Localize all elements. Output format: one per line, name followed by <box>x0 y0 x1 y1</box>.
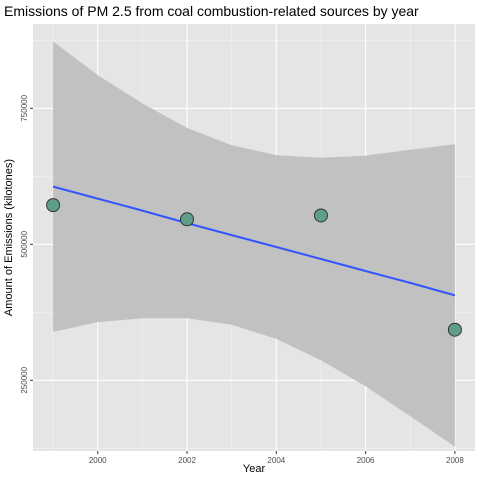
x-tick-label: 2006 <box>357 456 375 465</box>
x-tick-label: 2004 <box>267 456 285 465</box>
data-point <box>314 209 327 222</box>
y-tick-label: 750000 <box>20 94 29 121</box>
x-tick-label: 2000 <box>89 456 107 465</box>
data-point <box>47 199 60 212</box>
y-tick-label: 500000 <box>20 230 29 257</box>
x-tick-label: 2002 <box>178 456 196 465</box>
y-tick-label: 250000 <box>20 366 29 393</box>
x-tick-label: 2008 <box>446 456 464 465</box>
chart-title: Emissions of PM 2.5 from coal combustion… <box>4 3 419 19</box>
data-point <box>448 323 461 336</box>
y-axis-label: Amount of Emissions (kilotones) <box>3 159 15 316</box>
data-point <box>181 213 194 226</box>
x-axis-label: Year <box>243 463 266 475</box>
